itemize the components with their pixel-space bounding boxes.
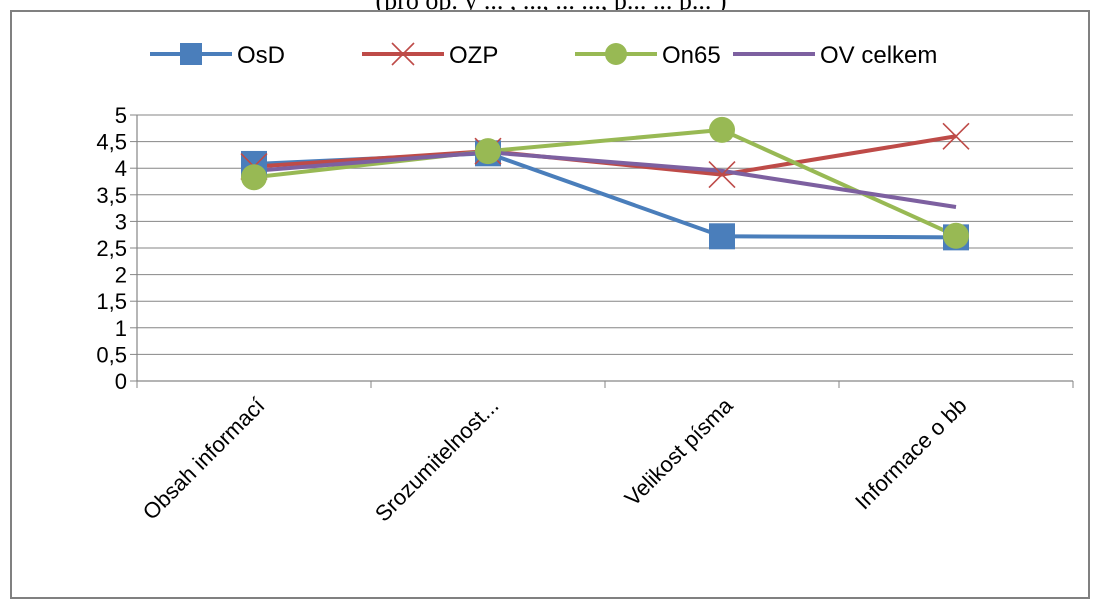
y-tick-label: 1 [115,316,127,341]
legend-marker [605,43,627,65]
x-stroke [708,161,736,189]
series-markers [240,116,970,251]
legend-item-ov-celkem: OV celkem [733,42,937,69]
data-point-ozp [942,122,970,150]
legend-label: On65 [662,42,721,69]
x-tick-label: Velikost písma [620,392,739,511]
x-tick-labels: Obsah informací Srozumitelnost... Velikost… [138,392,972,526]
x-stroke [942,122,970,150]
y-tick-label: 5 [115,103,127,128]
y-tick-label: 3,5 [96,183,127,208]
y-tick-labels: 00,511,522,533,544,55 [96,103,127,394]
grid-lines [137,114,1073,355]
legend-item-ozp: OZP [362,42,498,69]
series-lines [253,127,957,240]
x-tick-label: Informace o bb [850,393,971,514]
data-point-on65 [709,116,735,143]
legend: OsD OZP On65 OV celkem [150,42,937,69]
x-tick-label: Srozumitelnost... [370,393,504,527]
y-tick-label: 4,5 [96,130,127,155]
chart-frame [10,10,1090,599]
legend-marker [391,42,415,66]
legend-label: OsD [237,42,285,69]
data-point-ozp [708,161,736,189]
data-point-on65 [241,164,267,191]
data-point-on65 [943,222,969,249]
legend-item-osd: OsD [150,42,285,69]
data-point-osd [709,223,735,250]
y-tick-label: 1,5 [96,289,127,314]
legend-label: OV celkem [820,42,937,69]
x-tick-label: Obsah informací [138,393,270,525]
y-tick-label: 0 [115,369,127,394]
legend-marker [180,43,202,65]
series-line-ov-celkem [253,150,957,210]
series-line-on65 [253,127,957,238]
data-point-on65 [475,138,501,165]
y-tick-label: 3 [115,209,127,234]
legend-item-on65: On65 [575,42,721,69]
x-stroke [391,42,415,66]
y-tick-label: 4 [115,156,127,181]
axes [130,114,1074,388]
legend-label: OZP [449,42,498,69]
y-tick-label: 2 [115,263,127,288]
y-tick-label: 2,5 [96,236,127,261]
y-tick-label: 0,5 [96,342,127,367]
